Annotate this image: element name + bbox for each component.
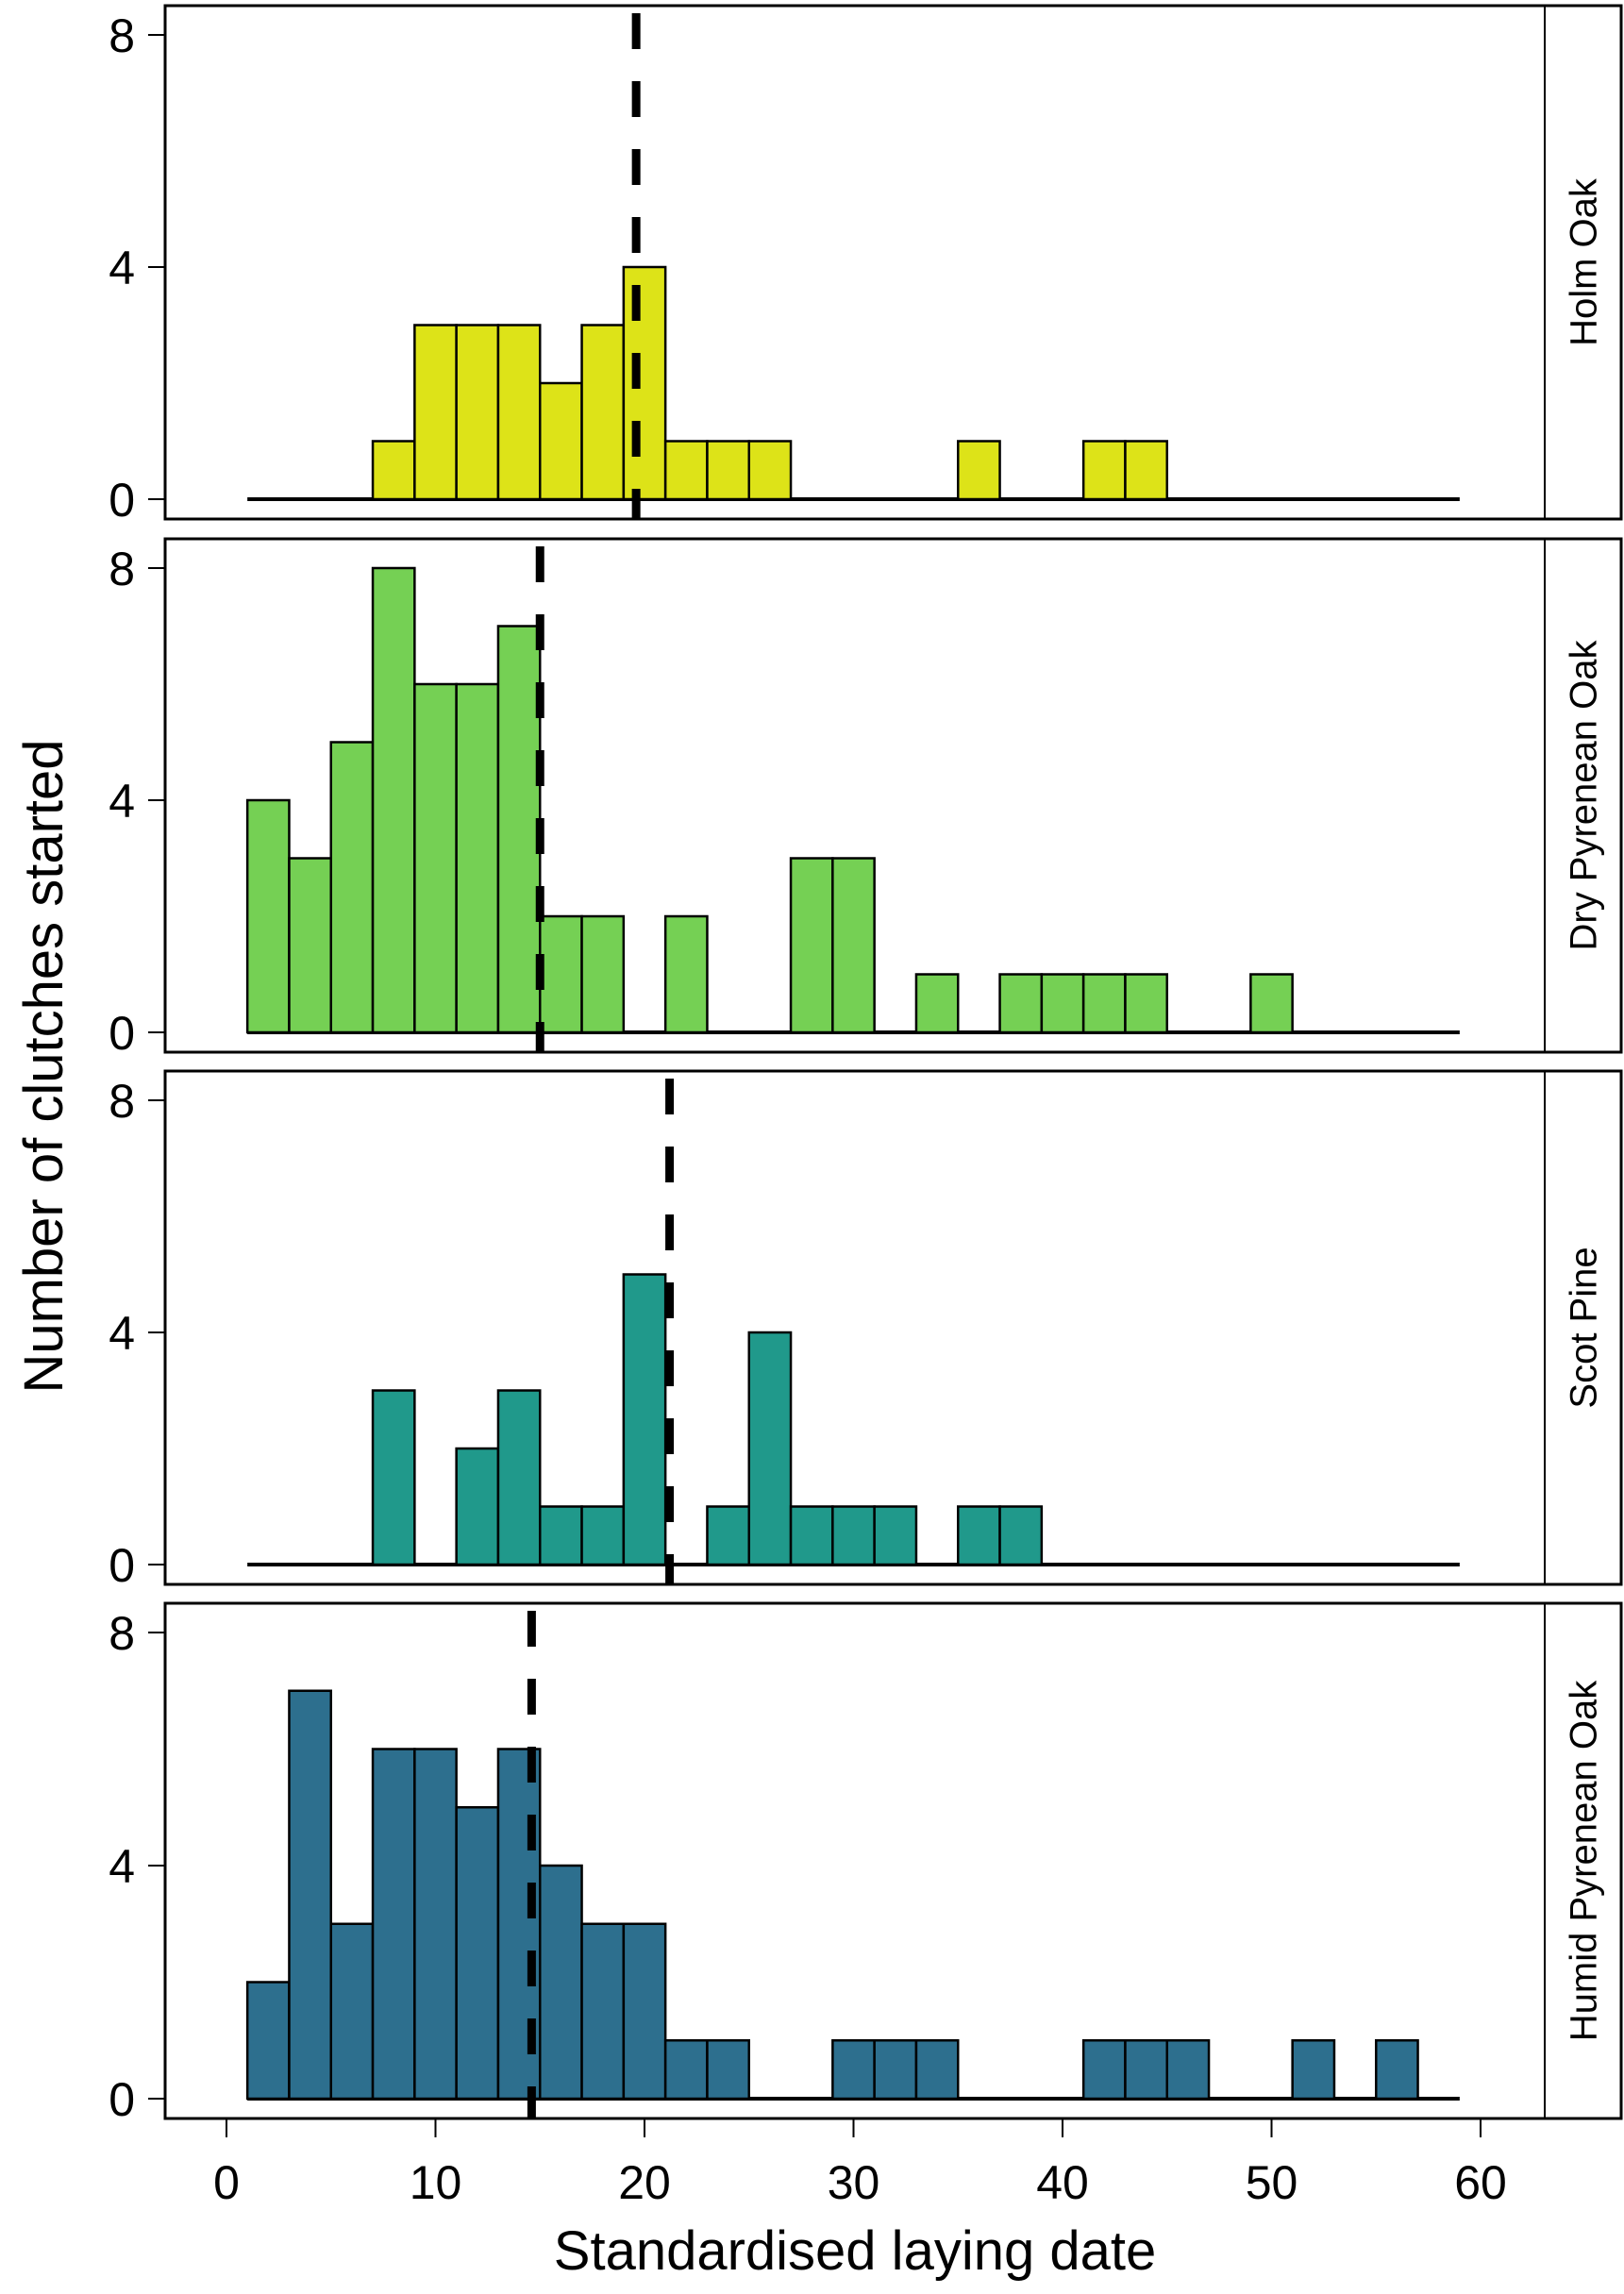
y-tick-label: 4 bbox=[109, 775, 135, 828]
histogram-bar bbox=[496, 1389, 542, 1566]
histogram-bar bbox=[622, 265, 667, 501]
panel-scot-pine: Scot Pine 0 4 8 bbox=[109, 1069, 1623, 1592]
histogram-bar bbox=[998, 1505, 1044, 1566]
y-tick-label: 4 bbox=[109, 1840, 135, 1893]
histogram-bar bbox=[789, 857, 834, 1034]
x-tick-label: 60 bbox=[1454, 2156, 1507, 2209]
histogram-bar bbox=[957, 1505, 1001, 1566]
y-tick-label: 8 bbox=[109, 9, 135, 62]
histogram-bar bbox=[1040, 973, 1085, 1034]
x-tick-label: 40 bbox=[1036, 2156, 1089, 2209]
histogram-bar bbox=[580, 1922, 626, 2101]
strip-label: Scot Pine bbox=[1564, 1247, 1605, 1408]
histogram-bar bbox=[455, 1806, 500, 2101]
y-tick-label: 8 bbox=[109, 1607, 135, 1660]
histogram-bar bbox=[455, 682, 500, 1034]
histogram-bar bbox=[1124, 440, 1168, 501]
panel-frame bbox=[163, 537, 1623, 1054]
histogram-bar bbox=[371, 566, 416, 1034]
y-tick-label: 4 bbox=[109, 242, 135, 294]
histogram-bar bbox=[496, 324, 542, 501]
strip-label: Humid Pyrenean Oak bbox=[1564, 1680, 1605, 2041]
histogram-bar bbox=[873, 1505, 918, 1566]
x-axis: 0 10 20 30 40 50 60 bbox=[213, 2118, 1507, 2209]
histogram-bar bbox=[663, 440, 709, 501]
histogram-bar bbox=[329, 741, 375, 1034]
histogram-bar bbox=[539, 1505, 583, 1566]
histogram-bar bbox=[622, 1922, 667, 2101]
panel-frame bbox=[163, 1601, 1623, 2120]
histogram-bar bbox=[455, 324, 500, 501]
histogram-bar bbox=[789, 1505, 834, 1566]
histogram-bar bbox=[706, 2039, 751, 2101]
histogram-bar bbox=[1081, 440, 1127, 501]
y-tick-label: 0 bbox=[109, 474, 135, 527]
y-tick-label: 4 bbox=[109, 1307, 135, 1360]
histogram-bar bbox=[539, 1864, 583, 2101]
histogram-bar bbox=[998, 973, 1044, 1034]
histogram-bar bbox=[371, 1748, 416, 2101]
histogram-bar bbox=[1081, 2039, 1127, 2101]
histogram-bar bbox=[288, 1689, 333, 2101]
histogram-bar bbox=[1291, 2039, 1336, 2101]
strip-label: Dry Pyrenean Oak bbox=[1564, 639, 1605, 950]
histogram-bar bbox=[329, 1922, 375, 2101]
histogram-bar bbox=[245, 798, 291, 1034]
histogram-bar bbox=[539, 914, 583, 1034]
y-tick-label: 0 bbox=[109, 1007, 135, 1060]
histogram-bar bbox=[1165, 2039, 1211, 2101]
histogram-bar bbox=[413, 682, 458, 1034]
panel-dry-pyrenean-oak: Dry Pyrenean Oak 0 4 8 bbox=[109, 537, 1623, 1060]
x-tick-label: 0 bbox=[213, 2156, 240, 2209]
histogram-bar bbox=[1081, 973, 1127, 1034]
histogram-bar bbox=[580, 914, 626, 1034]
x-axis-title: Standardised laying date bbox=[554, 2220, 1156, 2282]
histogram-bar bbox=[1249, 973, 1294, 1034]
histogram-bar bbox=[496, 625, 542, 1034]
histogram-bar bbox=[663, 914, 709, 1034]
panel-frame bbox=[163, 1069, 1623, 1586]
histogram-bar bbox=[1124, 973, 1168, 1034]
histogram-bar bbox=[1124, 2039, 1168, 2101]
x-tick-label: 30 bbox=[828, 2156, 880, 2209]
histogram-bar bbox=[706, 440, 751, 501]
histogram-bar bbox=[1375, 2039, 1419, 2101]
histogram-bar bbox=[245, 1981, 291, 2101]
y-axis-title: Number of clutches started bbox=[13, 739, 75, 1393]
y-tick-label: 0 bbox=[109, 1539, 135, 1592]
histogram-bar bbox=[580, 324, 626, 501]
histogram-bar bbox=[663, 2039, 709, 2101]
histogram-bar bbox=[413, 1748, 458, 2101]
x-tick-label: 10 bbox=[410, 2156, 462, 2209]
panel-frame bbox=[163, 4, 1623, 521]
y-tick-label: 0 bbox=[109, 2073, 135, 2126]
histogram-bar bbox=[873, 2039, 918, 2101]
histogram-bar bbox=[747, 1331, 793, 1566]
histogram-bar bbox=[914, 973, 960, 1034]
histogram-bar bbox=[413, 324, 458, 501]
histogram-bar bbox=[831, 857, 876, 1034]
y-tick-label: 8 bbox=[109, 543, 135, 595]
histogram-bar bbox=[957, 440, 1001, 501]
histogram-bar bbox=[371, 440, 416, 501]
histogram-bar bbox=[914, 2039, 960, 2101]
histogram-bar bbox=[539, 381, 583, 501]
y-tick-label: 8 bbox=[109, 1075, 135, 1128]
strip-label: Holm Oak bbox=[1564, 177, 1605, 346]
panels: Holm Oak 0 4 8 Dry Pyrenean Oak 0 4 8 Scot Pine 0… bbox=[109, 4, 1623, 2126]
x-tick-label: 20 bbox=[618, 2156, 671, 2209]
histogram-bar bbox=[831, 2039, 876, 2101]
histogram-bar bbox=[455, 1447, 500, 1566]
histogram-bar bbox=[706, 1505, 751, 1566]
histogram-bar bbox=[580, 1505, 626, 1566]
histogram-bar bbox=[747, 440, 793, 501]
histogram-bar bbox=[622, 1273, 667, 1566]
panel-humid-pyrenean-oak: Humid Pyrenean Oak 0 4 8 bbox=[109, 1601, 1623, 2126]
histogram-bar bbox=[831, 1505, 876, 1566]
x-tick-label: 50 bbox=[1246, 2156, 1298, 2209]
panel-holm-oak: Holm Oak 0 4 8 bbox=[109, 4, 1623, 527]
histogram-bar bbox=[371, 1389, 416, 1566]
histogram-bar bbox=[288, 857, 333, 1034]
